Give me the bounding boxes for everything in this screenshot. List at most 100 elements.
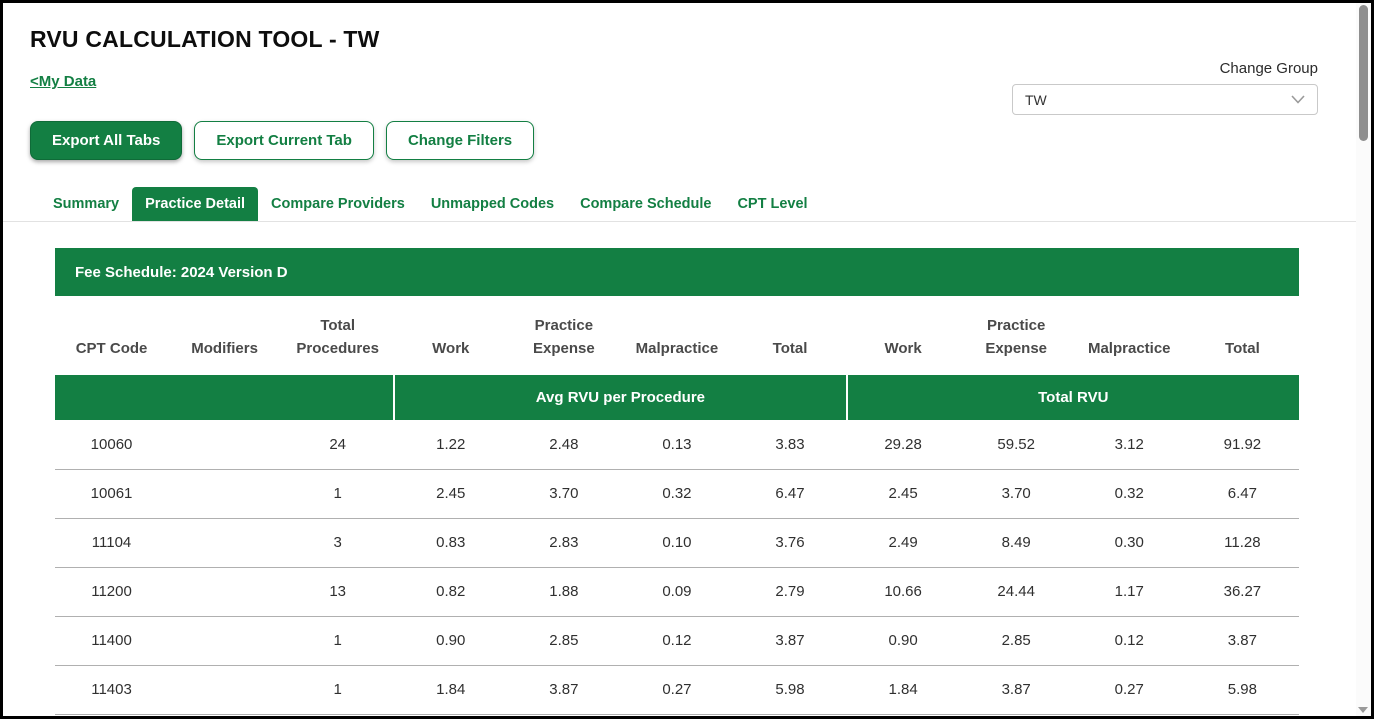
tab-summary[interactable]: Summary [40,187,132,221]
column-header-malpractice: Malpractice [1073,300,1186,375]
cell: 1 [281,665,394,714]
cell: 2.83 [507,518,620,567]
cell: 2.45 [847,469,960,518]
column-header-total: Total [733,300,846,375]
cell: 59.52 [960,420,1073,469]
cell: 10061 [55,469,168,518]
cell: 13 [281,567,394,616]
cell: 1.88 [507,567,620,616]
change-filters-button[interactable]: Change Filters [386,121,534,160]
cell: 2.48 [507,420,620,469]
table-row: 1006112.453.700.326.472.453.700.326.47 [55,469,1299,518]
cell: 5.98 [733,665,846,714]
cell: 91.92 [1186,420,1299,469]
cell: 10060 [55,420,168,469]
fee-schedule-banner: Fee Schedule: 2024 Version D [55,248,1299,296]
cell: 24 [281,420,394,469]
cell: 0.83 [394,518,507,567]
cell: 3.83 [733,420,846,469]
column-header-cpt-code: CPT Code [55,300,168,375]
table-row: 1140010.902.850.123.870.902.850.123.87 [55,616,1299,665]
cell: 6.47 [733,469,846,518]
tab-compare-providers[interactable]: Compare Providers [258,187,418,221]
cell: 1.17 [1073,567,1186,616]
cell: 2.79 [733,567,846,616]
cell: 24.44 [960,567,1073,616]
group-header-total-rvu: Total RVU [847,375,1299,420]
cell: 5.98 [1186,665,1299,714]
change-group-control: Change Group TW [1012,60,1318,115]
my-data-link[interactable]: <My Data [30,73,96,90]
cell: 0.32 [620,469,733,518]
table-row: 1140311.843.870.275.981.843.870.275.98 [55,665,1299,714]
export-all-tabs-button[interactable]: Export All Tabs [30,121,182,160]
column-header-total: Total [1186,300,1299,375]
cell: 0.32 [1073,469,1186,518]
group-select-value: TW [1025,92,1047,108]
cell: 0.27 [1073,665,1186,714]
cell: 0.12 [620,616,733,665]
tab-unmapped-codes[interactable]: Unmapped Codes [418,187,567,221]
change-group-label: Change Group [1012,60,1318,77]
cell: 11400 [55,616,168,665]
column-header-work: Work [847,300,960,375]
cell [168,518,281,567]
cell: 11104 [55,518,168,567]
cell: 1.84 [847,665,960,714]
column-header-modifiers: Modifiers [168,300,281,375]
cell: 1.22 [394,420,507,469]
cell: 0.27 [620,665,733,714]
cell: 1 [281,469,394,518]
cell: 0.30 [1073,518,1186,567]
cell: 3.87 [960,665,1073,714]
column-header-work: Work [394,300,507,375]
vertical-scrollbar[interactable] [1356,3,1371,716]
cell: 2.85 [507,616,620,665]
cell [168,567,281,616]
cell: 3.87 [733,616,846,665]
tab-cpt-level[interactable]: CPT Level [724,187,820,221]
export-current-tab-button[interactable]: Export Current Tab [194,121,374,160]
cell [168,665,281,714]
tab-bar: SummaryPractice DetailCompare ProvidersU… [0,187,1374,222]
scrollbar-thumb[interactable] [1359,5,1368,141]
cell: 3.87 [1186,616,1299,665]
group-header-blank [55,375,394,420]
cell: 2.45 [394,469,507,518]
cell: 36.27 [1186,567,1299,616]
group-select[interactable]: TW [1012,84,1318,115]
table-row: 10060241.222.480.133.8329.2859.523.1291.… [55,420,1299,469]
cell [168,616,281,665]
group-header-avg-rvu-per-procedure: Avg RVU per Procedure [394,375,846,420]
page-title: RVU CALCULATION TOOL - TW [30,26,1374,53]
cell: 0.13 [620,420,733,469]
cell: 3.12 [1073,420,1186,469]
cell: 0.09 [620,567,733,616]
cell: 2.49 [847,518,960,567]
cell: 3 [281,518,394,567]
tab-compare-schedule[interactable]: Compare Schedule [567,187,724,221]
cell: 3.76 [733,518,846,567]
cell: 11403 [55,665,168,714]
cell: 11200 [55,567,168,616]
column-header-practice-expense: Practice Expense [960,300,1073,375]
cell: 11.28 [1186,518,1299,567]
cell: 3.70 [960,469,1073,518]
scroll-down-arrow-icon[interactable] [1358,707,1368,713]
cell: 0.90 [394,616,507,665]
table-row: 11200130.821.880.092.7910.6624.441.1736.… [55,567,1299,616]
cell: 0.82 [394,567,507,616]
cell: 8.49 [960,518,1073,567]
cell: 0.10 [620,518,733,567]
cell: 2.85 [960,616,1073,665]
cell [168,420,281,469]
tab-practice-detail[interactable]: Practice Detail [132,187,258,221]
practice-detail-panel: Fee Schedule: 2024 Version D CPT CodeMod… [55,248,1299,715]
chevron-down-icon [1291,95,1305,104]
export-toolbar: Export All Tabs Export Current Tab Change … [30,121,1374,160]
cell: 3.87 [507,665,620,714]
column-header-total-procedures: Total Procedures [281,300,394,375]
column-header-malpractice: Malpractice [620,300,733,375]
cell: 1 [281,616,394,665]
rvu-table: CPT CodeModifiersTotal ProceduresWorkPra… [55,300,1299,715]
